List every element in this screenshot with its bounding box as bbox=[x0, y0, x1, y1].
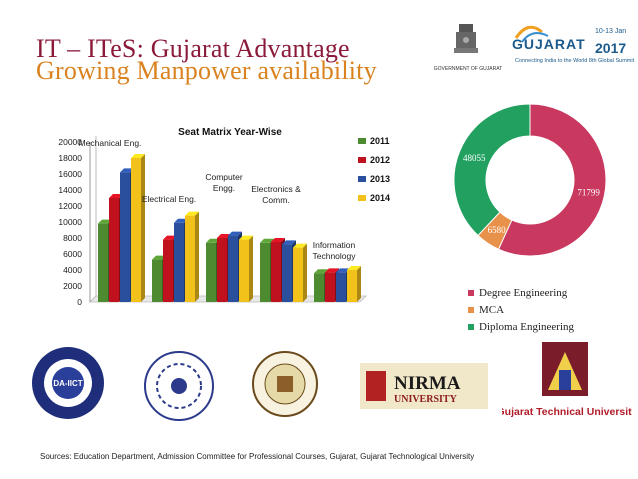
donut-slice-degree-engineering bbox=[497, 103, 607, 257]
slide-title: IT – ITeS: Gujarat Advantage bbox=[36, 34, 350, 63]
daiict-logo-text: DA-IICT bbox=[53, 379, 82, 388]
legend-label-2011: 2011 bbox=[370, 136, 390, 146]
category-label: Mechanical Eng. bbox=[79, 138, 142, 148]
gtu-logo-text: Gujarat Technical University bbox=[502, 406, 632, 418]
legend-swatch-2014 bbox=[358, 195, 366, 201]
category-label: Information Technology bbox=[312, 240, 356, 261]
sources-footnote: Sources: Education Department, Admission… bbox=[40, 452, 475, 461]
legend-swatch-2013 bbox=[358, 176, 366, 182]
bar-2014 bbox=[347, 266, 361, 302]
vibrant-dates: 10-13 Jan bbox=[595, 28, 627, 35]
donut-legend-swatch bbox=[468, 307, 474, 314]
emblem-caption: GOVERNMENT OF GUJARAT bbox=[433, 66, 503, 72]
y-tick-label: 2000 bbox=[63, 281, 82, 291]
vibrant-gujarat-logo bbox=[514, 25, 549, 43]
legend-label-2013: 2013 bbox=[370, 174, 390, 184]
nirma-logo-text: NIRMA bbox=[394, 373, 461, 394]
donut-value-label: 6580 bbox=[488, 225, 507, 235]
slide-subtitle: Growing Manpower availability bbox=[36, 56, 377, 85]
bar-2014 bbox=[131, 154, 145, 302]
y-tick-label: 14000 bbox=[58, 185, 82, 195]
institute-seal-logo bbox=[144, 351, 214, 421]
gtu-logo: Gujarat Technical University bbox=[502, 342, 632, 418]
legend-label-2014: 2014 bbox=[370, 193, 390, 203]
y-tick-label: 0 bbox=[77, 297, 82, 307]
nirma-logo-subtext: UNIVERSITY bbox=[394, 394, 458, 405]
donut-legend-item: Diploma Engineering bbox=[468, 321, 574, 333]
donut-value-label: 48055 bbox=[463, 153, 486, 163]
nirma-university-logo: NIRMA UNIVERSITY bbox=[360, 363, 488, 409]
y-tick-label: 4000 bbox=[63, 265, 82, 275]
y-tick-label: 20000 bbox=[58, 137, 82, 147]
donut-value-label: 71799 bbox=[577, 188, 600, 198]
y-tick-label: 10000 bbox=[58, 217, 82, 227]
donut-legend-label: Diploma Engineering bbox=[479, 321, 575, 333]
donut-slice-diploma-engineering bbox=[453, 103, 531, 237]
government-emblem-icon bbox=[454, 24, 478, 53]
y-tick-label: 12000 bbox=[58, 201, 82, 211]
y-tick-label: 6000 bbox=[63, 249, 82, 259]
y-tick-label: 18000 bbox=[58, 153, 82, 163]
university-emblem-logo bbox=[252, 351, 318, 417]
donut-legend-label: Degree Engineering bbox=[479, 287, 568, 299]
legend-swatch-2011 bbox=[358, 138, 366, 144]
vibrant-brand: GUJARAT bbox=[512, 36, 586, 52]
donut-legend-swatch bbox=[468, 290, 474, 297]
vibrant-year: 2017 bbox=[595, 40, 627, 56]
category-label: Electrical Eng. bbox=[142, 194, 196, 204]
donut-legend-item: MCA bbox=[468, 304, 504, 316]
donut-legend-swatch bbox=[468, 324, 474, 331]
category-label: Computer Engg. bbox=[205, 172, 242, 193]
seat-matrix-bar-chart: 0 2000 4000 6000 8000 10000 12000 14000 16000 180… bbox=[58, 127, 390, 307]
bar-chart-back-wall bbox=[89, 136, 97, 303]
vibrant-tagline: Connecting India to the World 8th Global… bbox=[515, 58, 635, 64]
enrollment-donut-chart: 71799 6580 48055 bbox=[453, 103, 607, 257]
bar-2014 bbox=[293, 243, 307, 302]
y-tick-label: 16000 bbox=[58, 169, 82, 179]
donut-legend-label: MCA bbox=[479, 304, 505, 316]
bar-2014 bbox=[185, 211, 199, 302]
legend-swatch-2012 bbox=[358, 157, 366, 163]
legend-label-2012: 2012 bbox=[370, 155, 390, 165]
bar-2014 bbox=[239, 235, 253, 302]
daiict-logo: DA-IICT bbox=[32, 347, 104, 419]
category-label: Electronics & Comm. bbox=[251, 184, 301, 205]
donut-legend-item: Degree Engineering bbox=[468, 287, 567, 299]
bar-chart-title: Seat Matrix Year-Wise bbox=[178, 127, 282, 138]
y-tick-label: 8000 bbox=[63, 233, 82, 243]
